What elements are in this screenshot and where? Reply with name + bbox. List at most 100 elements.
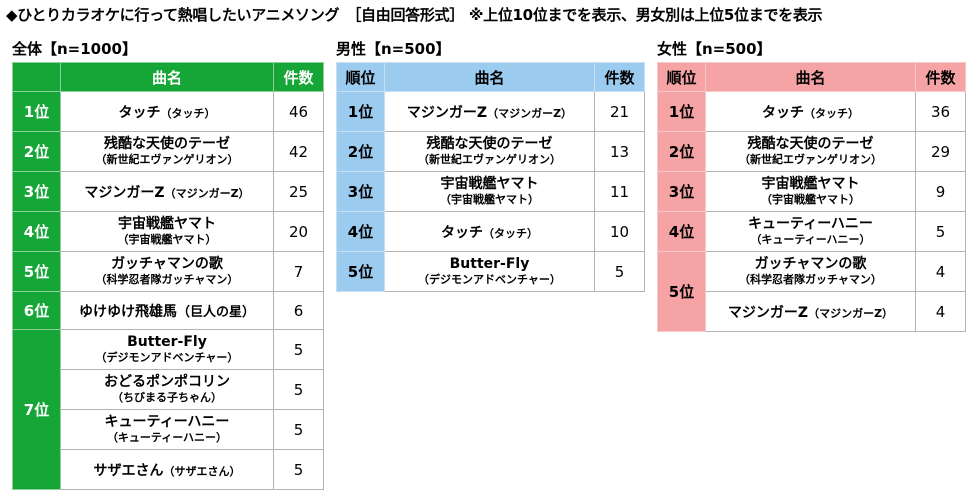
total-label: 全体【n=1000】 <box>12 40 137 58</box>
count-header: 件数 <box>594 62 645 92</box>
song-cell: Butter-Fly （デジモンアドベンチャー） <box>384 251 595 292</box>
anime-title: （新世紀エヴァンゲリオン） <box>739 153 882 166</box>
song-cell: 宇宙戦艦ヤマト （宇宙戦艦ヤマト） <box>60 211 274 252</box>
anime-title: （タッチ） <box>804 106 859 120</box>
count-cell: 36 <box>915 91 966 132</box>
song-title: タッチ <box>118 104 161 121</box>
song-title: ガッチャマンの歌 <box>754 256 867 272</box>
song-title: マジンガーZ <box>406 104 488 121</box>
count-cell: 29 <box>915 131 966 172</box>
rank-cell: 5位 <box>336 251 385 292</box>
anime-title: （マジンガーZ） <box>164 186 250 200</box>
song-cell: マジンガーZ（マジンガーZ） <box>384 91 595 132</box>
rank-cell: 4位 <box>12 211 61 252</box>
table-row: 3位 宇宙戦艦ヤマト （宇宙戦艦ヤマト） 9 <box>657 171 966 212</box>
anime-title: （科学忍者隊ガッチャマン） <box>95 273 239 286</box>
anime-title: （タッチ） <box>160 106 216 120</box>
count-cell: 7 <box>273 251 324 292</box>
song-title: 宇宙戦艦ヤマト <box>761 176 860 192</box>
count-cell: 10 <box>594 211 645 252</box>
song-cell: マジンガーZ（マジンガーZ） <box>705 291 916 332</box>
table-row: キューティーハニー （キューティーハニー） 5 <box>13 409 324 450</box>
anime-title: （マジンガーZ） <box>808 306 894 320</box>
rank-cell: 2位 <box>12 131 61 172</box>
song-title: サザエさん <box>93 462 164 479</box>
anime-title: （巨人の星） <box>176 304 255 320</box>
rank-cell: 1位 <box>657 91 706 132</box>
count-cell: 46 <box>273 91 324 132</box>
rank-cell: 2位 <box>336 131 385 172</box>
page-title: ◆ひとりカラオケに行って熱唱したいアニメソング ［自由回答形式］ ※上位10位ま… <box>6 6 823 24</box>
count-cell: 6 <box>273 291 324 330</box>
table-row: 5位 Butter-Fly （デジモンアドベンチャー） 5 <box>336 251 645 292</box>
song-title: ゆけゆけ飛雄馬 <box>78 303 177 320</box>
anime-title: （科学忍者隊ガッチャマン） <box>739 273 882 286</box>
count-header: 件数 <box>915 62 966 92</box>
table-row: 5位 ガッチャマンの歌 （科学忍者隊ガッチャマン） 7 <box>12 251 324 292</box>
count-cell: 20 <box>273 211 324 252</box>
table-row: 4位 宇宙戦艦ヤマト （宇宙戦艦ヤマト） 20 <box>12 211 324 252</box>
anime-title: （デジモンアドベンチャー） <box>418 273 561 286</box>
song-cell: ガッチャマンの歌 （科学忍者隊ガッチャマン） <box>705 251 916 292</box>
table-row: 1位 タッチ（タッチ） 36 <box>657 91 966 132</box>
song-title: キューティーハニー <box>104 414 230 430</box>
table-row: 3位 マジンガーZ（マジンガーZ） 25 <box>12 171 324 212</box>
rank-cell: 4位 <box>336 211 385 252</box>
count-cell: 5 <box>273 409 324 450</box>
rank-cell: 2位 <box>657 131 706 172</box>
anime-title: （マジンガーZ） <box>487 106 573 120</box>
count-header: 件数 <box>273 62 324 92</box>
count-cell: 42 <box>273 131 324 172</box>
male-label: 男性【n=500】 <box>336 40 451 58</box>
anime-title: （新世紀エヴァンゲリオン） <box>95 153 239 166</box>
song-cell: タッチ（タッチ） <box>384 211 595 252</box>
song-title: 宇宙戦艦ヤマト <box>440 176 539 192</box>
song-cell: サザエさん（サザエさん） <box>60 449 274 490</box>
song-cell: キューティーハニー （キューティーハニー） <box>60 409 274 450</box>
song-title: 宇宙戦艦ヤマト <box>118 216 216 232</box>
count-cell: 11 <box>594 171 645 212</box>
song-cell: タッチ（タッチ） <box>60 91 274 132</box>
song-cell: マジンガーZ（マジンガーZ） <box>60 171 274 212</box>
count-cell: 5 <box>594 251 645 292</box>
table-row: 2位 残酷な天使のテーゼ （新世紀エヴァンゲリオン） 29 <box>657 131 966 172</box>
rank-cell: 1位 <box>12 91 61 132</box>
table-row: サザエさん（サザエさん） 5 <box>13 449 324 490</box>
count-cell: 13 <box>594 131 645 172</box>
song-title: マジンガーZ <box>84 184 165 201</box>
song-title: タッチ <box>441 224 483 241</box>
song-title: Butter-Fly <box>449 256 530 272</box>
song-cell: タッチ（タッチ） <box>705 91 916 132</box>
male-table: 順位 曲名 件数 1位 マジンガーZ（マジンガーZ） 21 2位 残酷な天使のテ… <box>336 62 645 292</box>
count-cell: 4 <box>915 291 966 332</box>
rank-header: 順位 <box>336 62 385 92</box>
table-row: 2位 残酷な天使のテーゼ （新世紀エヴァンゲリオン） 13 <box>336 131 645 172</box>
table-row: 4位 タッチ（タッチ） 10 <box>336 211 645 252</box>
count-cell: 21 <box>594 91 645 132</box>
rank-cell: 3位 <box>12 171 61 212</box>
rank-cell: 5位 <box>12 251 61 292</box>
total-table: 曲名 件数 1位 タッチ（タッチ） 46 2位 残酷な天使のテーゼ （新世紀エヴァ… <box>12 62 324 490</box>
anime-title: （宇宙戦艦ヤマト） <box>117 233 217 246</box>
song-cell: ゆけゆけ飛雄馬（巨人の星） <box>60 291 274 330</box>
song-cell: ガッチャマンの歌 （科学忍者隊ガッチャマン） <box>60 251 274 292</box>
anime-title: （キューティーハニー） <box>106 431 228 444</box>
song-title: マジンガーZ <box>727 304 809 321</box>
song-cell: キューティーハニー （キューティーハニー） <box>705 211 916 252</box>
song-cell: おどるポンポコリン （ちびまる子ちゃん） <box>60 369 274 410</box>
table-row: 3位 宇宙戦艦ヤマト （宇宙戦艦ヤマト） 11 <box>336 171 645 212</box>
anime-title: （デジモンアドベンチャー） <box>95 351 239 364</box>
song-title: ガッチャマンの歌 <box>111 256 223 272</box>
rank-cell: 6位 <box>12 291 61 330</box>
song-title: キューティーハニー <box>748 216 873 232</box>
count-cell: 5 <box>273 449 324 490</box>
rank-header: 順位 <box>657 62 706 92</box>
song-cell: 残酷な天使のテーゼ （新世紀エヴァンゲリオン） <box>705 131 916 172</box>
count-cell: 5 <box>273 369 324 410</box>
song-cell: 残酷な天使のテーゼ （新世紀エヴァンゲリオン） <box>60 131 274 172</box>
song-header: 曲名 <box>60 62 274 92</box>
rank-header <box>12 62 61 92</box>
count-cell: 9 <box>915 171 966 212</box>
table-row: おどるポンポコリン （ちびまる子ちゃん） 5 <box>13 369 324 410</box>
table-row: マジンガーZ（マジンガーZ） 4 <box>658 291 966 332</box>
